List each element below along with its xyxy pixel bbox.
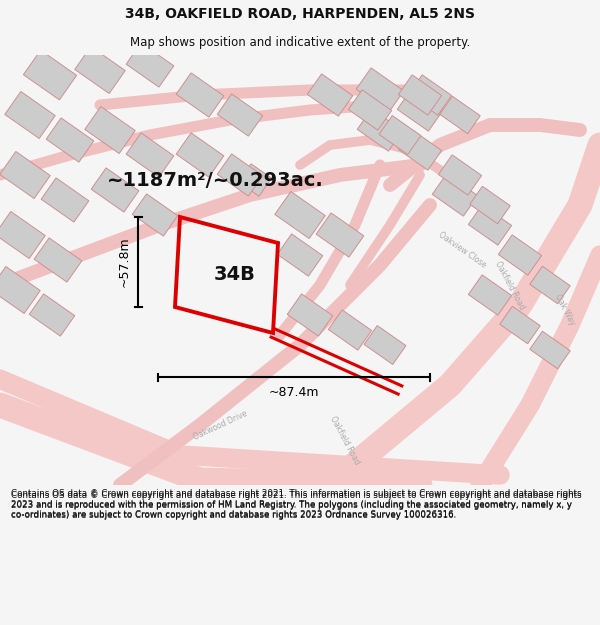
Bar [41,178,89,222]
Bar [132,194,178,236]
Bar [357,109,403,151]
Bar [34,238,82,282]
Bar [91,168,139,212]
Bar [287,294,333,336]
Bar [356,68,404,112]
Text: 34B: 34B [214,266,256,284]
Text: ~1187m²/~0.293ac.: ~1187m²/~0.293ac. [107,171,323,189]
Bar [379,116,421,154]
Bar [75,46,125,94]
Text: Oakfield Road: Oakfield Road [493,259,527,311]
Bar [409,75,452,115]
Bar [397,89,443,131]
Bar [469,205,512,245]
Bar [499,235,542,275]
Bar [440,96,480,134]
Bar [0,266,40,314]
Bar [432,174,478,216]
Bar [5,91,55,139]
Text: Map shows position and indicative extent of the property.: Map shows position and indicative extent… [130,36,470,49]
Bar [46,118,94,162]
Text: Oakfield Road: Oakfield Road [328,414,362,466]
Bar [277,234,323,276]
Text: Oak Way: Oak Way [553,293,577,327]
Bar [500,306,540,344]
Bar [85,106,135,154]
Bar [469,275,512,315]
Bar [217,154,263,196]
Bar [470,186,510,224]
Text: Contains OS data © Crown copyright and database right 2021. This information is : Contains OS data © Crown copyright and d… [11,489,581,519]
Bar [530,266,570,304]
Bar [176,133,224,177]
Bar [0,211,45,259]
Bar [307,74,353,116]
Bar [0,151,50,199]
Bar [316,213,364,257]
Text: 34B, OAKFIELD ROAD, HARPENDEN, AL5 2NS: 34B, OAKFIELD ROAD, HARPENDEN, AL5 2NS [125,7,475,21]
Bar [398,130,442,170]
Text: Oakview Close: Oakview Close [437,230,487,270]
Bar [328,310,371,350]
Bar [398,75,442,115]
Bar [126,43,174,87]
Bar [126,133,174,177]
Text: ~57.8m: ~57.8m [118,237,131,288]
Bar [29,294,75,336]
Bar [364,326,406,364]
Text: Oakwood Drive: Oakwood Drive [191,409,248,441]
Bar [23,50,77,100]
Bar [275,191,325,239]
Bar [238,164,272,196]
Bar [349,90,392,130]
Bar [439,155,482,195]
Text: Contains OS data © Crown copyright and database right 2021. This information is : Contains OS data © Crown copyright and d… [11,491,581,521]
Bar [176,73,224,117]
Bar [217,94,263,136]
Text: ~87.4m: ~87.4m [269,386,319,399]
Bar [530,331,570,369]
